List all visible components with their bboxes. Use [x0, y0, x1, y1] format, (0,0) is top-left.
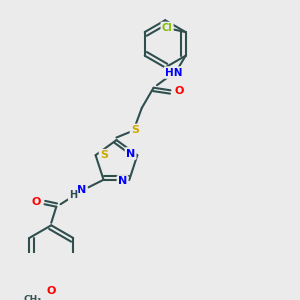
Text: S: S	[131, 125, 139, 135]
Text: N: N	[77, 185, 86, 195]
Text: O: O	[46, 286, 56, 296]
Text: N: N	[118, 176, 127, 186]
Text: S: S	[100, 150, 108, 160]
Text: CH₃: CH₃	[24, 295, 42, 300]
Text: O: O	[174, 86, 184, 96]
Text: HN: HN	[165, 68, 183, 78]
Text: H: H	[69, 190, 77, 200]
Text: O: O	[32, 197, 41, 207]
Text: Cl: Cl	[162, 23, 172, 33]
Text: N: N	[126, 148, 135, 158]
